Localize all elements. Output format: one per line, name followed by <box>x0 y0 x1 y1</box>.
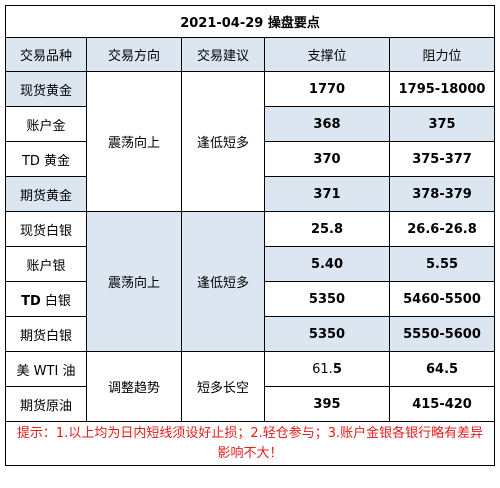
advice-cell: 逢低短多 <box>181 71 265 212</box>
instrument-name: TD 白银 <box>5 281 87 317</box>
instrument-name-bold: TD <box>21 293 41 309</box>
instrument-name-rest: 白银 <box>40 293 71 309</box>
instrument-name: 现货白银 <box>5 211 87 247</box>
header-direction: 交易方向 <box>86 37 182 72</box>
direction-cell: 震荡向上 <box>86 211 182 352</box>
resistance-value: 375 <box>388 106 496 142</box>
header-advice: 交易建议 <box>181 37 265 72</box>
resistance-value: 26.6-26.8 <box>388 211 496 247</box>
support-value: 25.8 <box>264 211 390 247</box>
direction-cell: 震荡向上 <box>86 71 182 212</box>
risk-note: 提示：1.以上均为日内短线须设好止损；2.轻仓参与；3.账户金银各银行略有差异影… <box>4 421 496 466</box>
instrument-name: 期货白银 <box>5 316 87 352</box>
advice-cell: 短多长空 <box>181 351 265 422</box>
instrument-name: 现货黄金 <box>5 71 87 107</box>
support-value: 368 <box>264 106 390 142</box>
instrument-name: 期货黄金 <box>5 176 87 212</box>
resistance-value: 378-379 <box>388 176 496 212</box>
instrument-name: TD 黄金 <box>5 141 87 177</box>
support-value-bold: 5 <box>332 361 342 377</box>
support-value: 5350 <box>264 281 390 317</box>
header-support: 支撑位 <box>264 37 390 72</box>
support-value: 1770 <box>264 71 390 107</box>
support-value: 61.5 <box>264 351 390 387</box>
resistance-value: 5550-5600 <box>388 316 496 352</box>
trading-points-table: 2021-04-29 操盘要点 交易品种 交易方向 交易建议 支撑位 阻力位 现… <box>4 5 496 466</box>
support-value: 395 <box>264 386 390 422</box>
header-resistance: 阻力位 <box>388 37 496 72</box>
instrument-name: 美 WTI 油 <box>5 351 87 387</box>
resistance-value: 5460-5500 <box>388 281 496 317</box>
resistance-value: 375-377 <box>388 141 496 177</box>
support-value: 370 <box>264 141 390 177</box>
advice-cell: 逢低短多 <box>181 211 265 352</box>
support-value-plain: 61. <box>312 361 333 377</box>
resistance-value: 415-420 <box>388 386 496 422</box>
support-value: 371 <box>264 176 390 212</box>
table-title: 2021-04-29 操盘要点 <box>4 5 496 38</box>
resistance-value: 5.55 <box>388 246 496 282</box>
resistance-value: 64.5 <box>388 351 496 387</box>
resistance-value: 1795-18000 <box>388 71 496 107</box>
instrument-name: 账户金 <box>5 106 87 142</box>
header-instrument: 交易品种 <box>5 37 87 72</box>
direction-cell: 调整趋势 <box>86 351 182 422</box>
support-value: 5.40 <box>264 246 390 282</box>
instrument-name: 期货原油 <box>5 386 87 422</box>
support-value: 5350 <box>264 316 390 352</box>
instrument-name: 账户银 <box>5 246 87 282</box>
